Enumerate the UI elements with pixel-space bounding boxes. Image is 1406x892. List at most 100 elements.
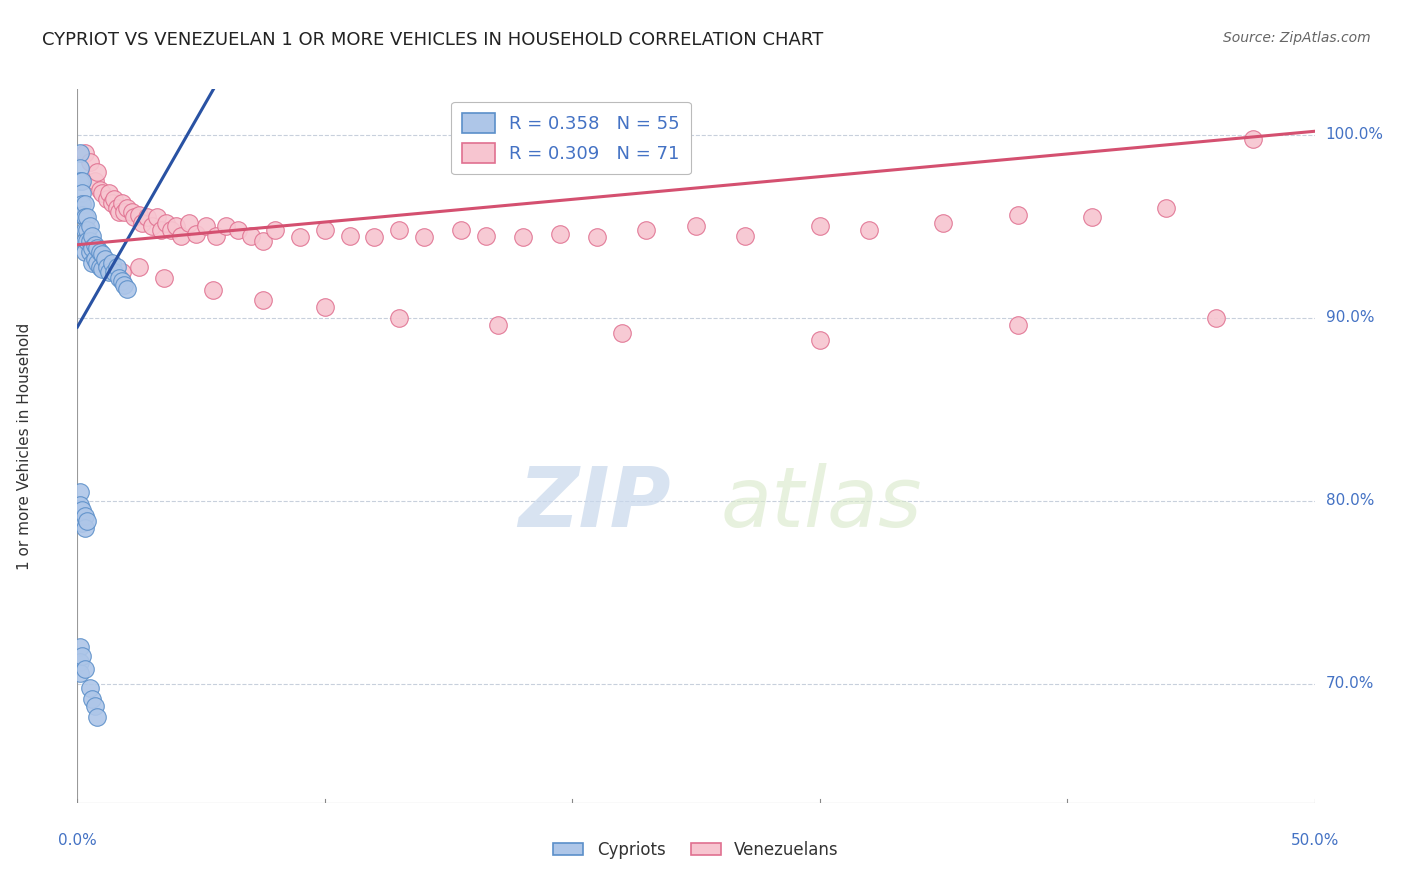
Point	[82, 691, 104, 706]
Point	[388, 223, 411, 237]
Point	[86, 164, 108, 178]
Point	[105, 201, 128, 215]
Point	[82, 241, 104, 255]
Point	[135, 211, 157, 225]
Point	[111, 274, 134, 288]
Point	[339, 228, 361, 243]
Point	[486, 318, 509, 333]
Point	[98, 186, 121, 201]
Point	[108, 270, 131, 285]
Point	[115, 201, 138, 215]
Point	[76, 223, 98, 237]
Point	[548, 227, 571, 241]
Point	[610, 326, 633, 340]
Point	[73, 146, 96, 161]
Point	[89, 260, 111, 274]
Point	[108, 204, 131, 219]
Point	[83, 237, 105, 252]
Point	[96, 192, 118, 206]
Point	[72, 503, 94, 517]
Point	[96, 260, 118, 274]
Point	[105, 260, 128, 274]
Point	[86, 710, 108, 724]
Point	[252, 234, 274, 248]
Point	[112, 204, 135, 219]
Point	[170, 228, 193, 243]
Point	[73, 662, 96, 676]
Point	[239, 228, 262, 243]
Point	[128, 209, 150, 223]
Point	[79, 219, 101, 234]
Point	[128, 260, 150, 274]
Point	[1007, 209, 1029, 223]
Point	[121, 204, 143, 219]
Point	[858, 223, 880, 237]
Point	[76, 211, 98, 225]
Point	[73, 197, 96, 211]
Point	[73, 521, 96, 535]
Text: ZIP: ZIP	[519, 463, 671, 543]
Point	[205, 228, 228, 243]
Point	[83, 174, 105, 188]
Point	[72, 197, 94, 211]
Point	[165, 219, 187, 234]
Point	[89, 183, 111, 197]
Point	[76, 234, 98, 248]
Point	[72, 174, 94, 188]
Point	[141, 219, 163, 234]
Text: 90.0%: 90.0%	[1326, 310, 1374, 326]
Point	[73, 508, 96, 523]
Point	[93, 252, 115, 267]
Point	[72, 516, 94, 530]
Point	[69, 161, 91, 175]
Point	[226, 223, 249, 237]
Point	[79, 155, 101, 169]
Text: 70.0%: 70.0%	[1326, 676, 1374, 691]
Point	[808, 333, 831, 347]
Point	[69, 498, 91, 512]
Point	[153, 270, 176, 285]
Point	[103, 265, 125, 279]
Text: 50.0%: 50.0%	[1291, 833, 1339, 848]
Point	[314, 300, 336, 314]
Point	[82, 256, 104, 270]
Text: CYPRIOT VS VENEZUELAN 1 OR MORE VEHICLES IN HOUSEHOLD CORRELATION CHART: CYPRIOT VS VENEZUELAN 1 OR MORE VEHICLES…	[42, 31, 824, 49]
Point	[98, 265, 121, 279]
Point	[412, 230, 434, 244]
Point	[685, 219, 707, 234]
Point	[73, 223, 96, 237]
Legend: Cypriots, Venezuelans: Cypriots, Venezuelans	[547, 835, 845, 866]
Text: Source: ZipAtlas.com: Source: ZipAtlas.com	[1223, 31, 1371, 45]
Point	[636, 223, 658, 237]
Point	[73, 234, 96, 248]
Point	[91, 261, 114, 276]
Point	[96, 256, 118, 270]
Point	[122, 211, 145, 225]
Point	[69, 640, 91, 655]
Point	[79, 681, 101, 695]
Point	[932, 216, 955, 230]
Point	[1241, 131, 1264, 145]
Point	[73, 245, 96, 260]
Point	[79, 245, 101, 260]
Point	[586, 230, 609, 244]
Point	[76, 514, 98, 528]
Text: 1 or more Vehicles in Household: 1 or more Vehicles in Household	[17, 322, 32, 570]
Point	[150, 223, 173, 237]
Text: 80.0%: 80.0%	[1326, 493, 1374, 508]
Point	[734, 228, 756, 243]
Point	[314, 223, 336, 237]
Point	[202, 284, 225, 298]
Point	[131, 216, 153, 230]
Text: 0.0%: 0.0%	[58, 833, 97, 848]
Point	[160, 223, 183, 237]
Text: 100.0%: 100.0%	[1326, 128, 1384, 143]
Point	[1154, 201, 1177, 215]
Point	[91, 247, 114, 261]
Point	[512, 230, 534, 244]
Point	[252, 293, 274, 307]
Point	[808, 219, 831, 234]
Point	[69, 655, 91, 669]
Point	[111, 265, 134, 279]
Point	[89, 247, 111, 261]
